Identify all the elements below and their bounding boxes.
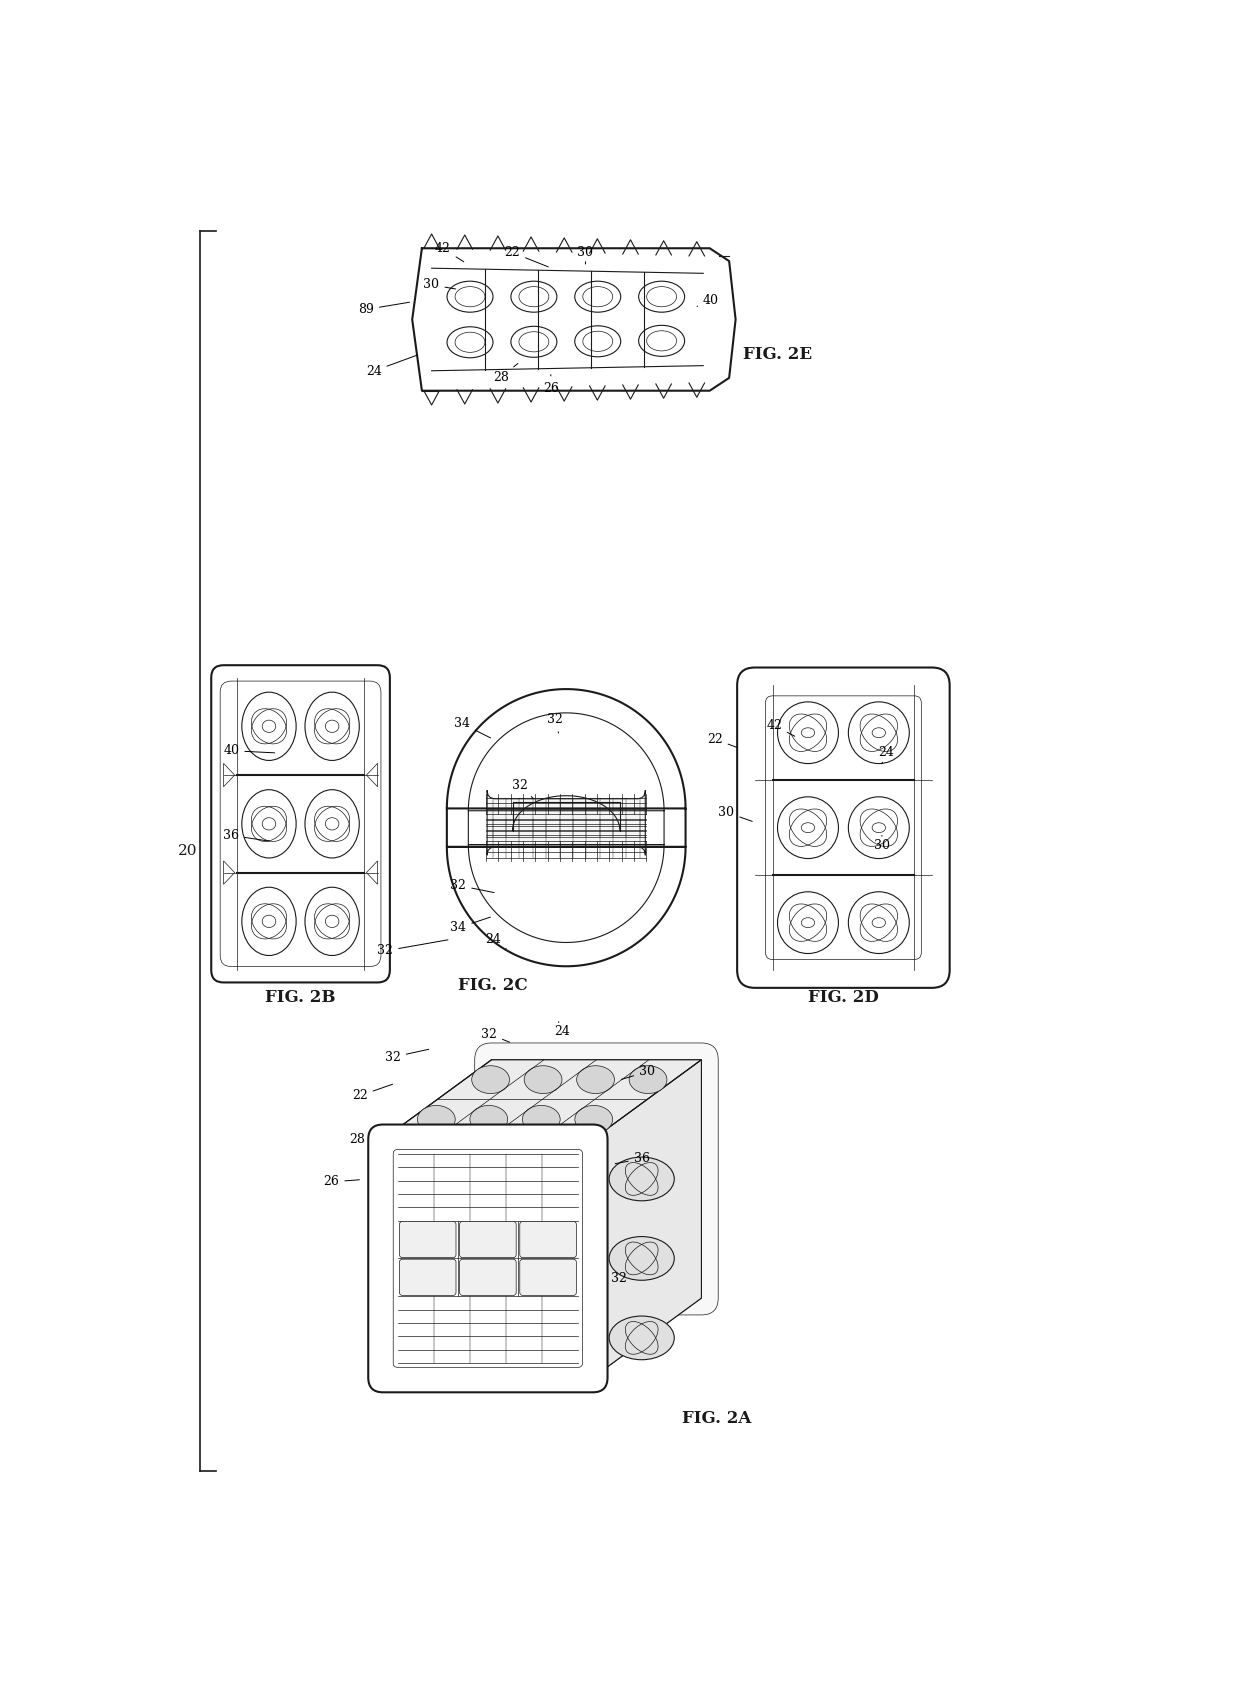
Ellipse shape [609,1157,675,1201]
Text: 24: 24 [878,746,894,764]
Text: 22: 22 [505,246,548,267]
FancyBboxPatch shape [460,1221,516,1257]
Text: 20: 20 [177,844,197,857]
Ellipse shape [575,1105,613,1134]
Polygon shape [223,860,234,884]
Text: 30: 30 [423,278,455,292]
FancyBboxPatch shape [399,1259,456,1296]
FancyBboxPatch shape [475,1043,718,1314]
Text: 22: 22 [707,732,737,747]
Text: 28: 28 [348,1127,386,1145]
Text: 34: 34 [450,918,490,935]
Polygon shape [593,1059,702,1378]
Text: 32: 32 [547,714,563,732]
Text: 32: 32 [595,1267,626,1284]
Ellipse shape [471,1066,510,1093]
Text: 24: 24 [485,933,506,948]
Text: 22: 22 [352,1085,393,1102]
Text: 30: 30 [621,1064,655,1080]
Text: 36: 36 [615,1152,650,1166]
Text: 42: 42 [435,243,464,261]
Text: 32: 32 [410,1304,450,1329]
Text: 36: 36 [223,828,269,842]
Text: FIG. 2A: FIG. 2A [682,1410,751,1427]
Polygon shape [223,763,234,786]
Text: 24: 24 [554,1022,570,1038]
Text: 28: 28 [492,364,518,383]
Polygon shape [367,860,377,884]
Ellipse shape [577,1066,615,1093]
Polygon shape [367,763,377,786]
Text: 30: 30 [578,246,594,265]
Text: 32: 32 [367,1326,419,1350]
Ellipse shape [470,1105,507,1134]
Text: FIG. 2E: FIG. 2E [743,346,812,363]
FancyBboxPatch shape [460,1259,516,1296]
Text: 42: 42 [766,719,795,736]
Text: 24: 24 [366,354,418,378]
Text: 32: 32 [377,940,448,958]
Text: 32: 32 [481,1027,510,1043]
Ellipse shape [629,1066,667,1093]
Text: 40: 40 [223,744,275,757]
Text: 40: 40 [697,294,719,307]
Text: 26: 26 [324,1176,360,1188]
Text: 28: 28 [372,1210,401,1225]
FancyBboxPatch shape [520,1221,577,1257]
Ellipse shape [609,1237,675,1280]
Text: 32: 32 [384,1049,429,1063]
FancyBboxPatch shape [399,1221,456,1257]
Text: FIG. 2B: FIG. 2B [265,989,336,1005]
FancyBboxPatch shape [368,1125,608,1392]
Polygon shape [383,1059,702,1139]
Ellipse shape [522,1105,560,1134]
Text: 32: 32 [450,879,495,892]
Text: FIG. 2D: FIG. 2D [808,989,879,1005]
Ellipse shape [609,1316,675,1360]
Text: 30: 30 [718,806,753,822]
Text: 34: 34 [454,717,491,737]
FancyBboxPatch shape [520,1259,577,1296]
Text: FIG. 2C: FIG. 2C [459,977,528,994]
Ellipse shape [525,1066,562,1093]
Text: 26: 26 [543,375,559,395]
FancyBboxPatch shape [487,790,645,855]
Ellipse shape [418,1105,455,1134]
Text: 30: 30 [874,835,890,852]
Text: 32: 32 [512,779,533,798]
Text: 89: 89 [358,302,409,315]
